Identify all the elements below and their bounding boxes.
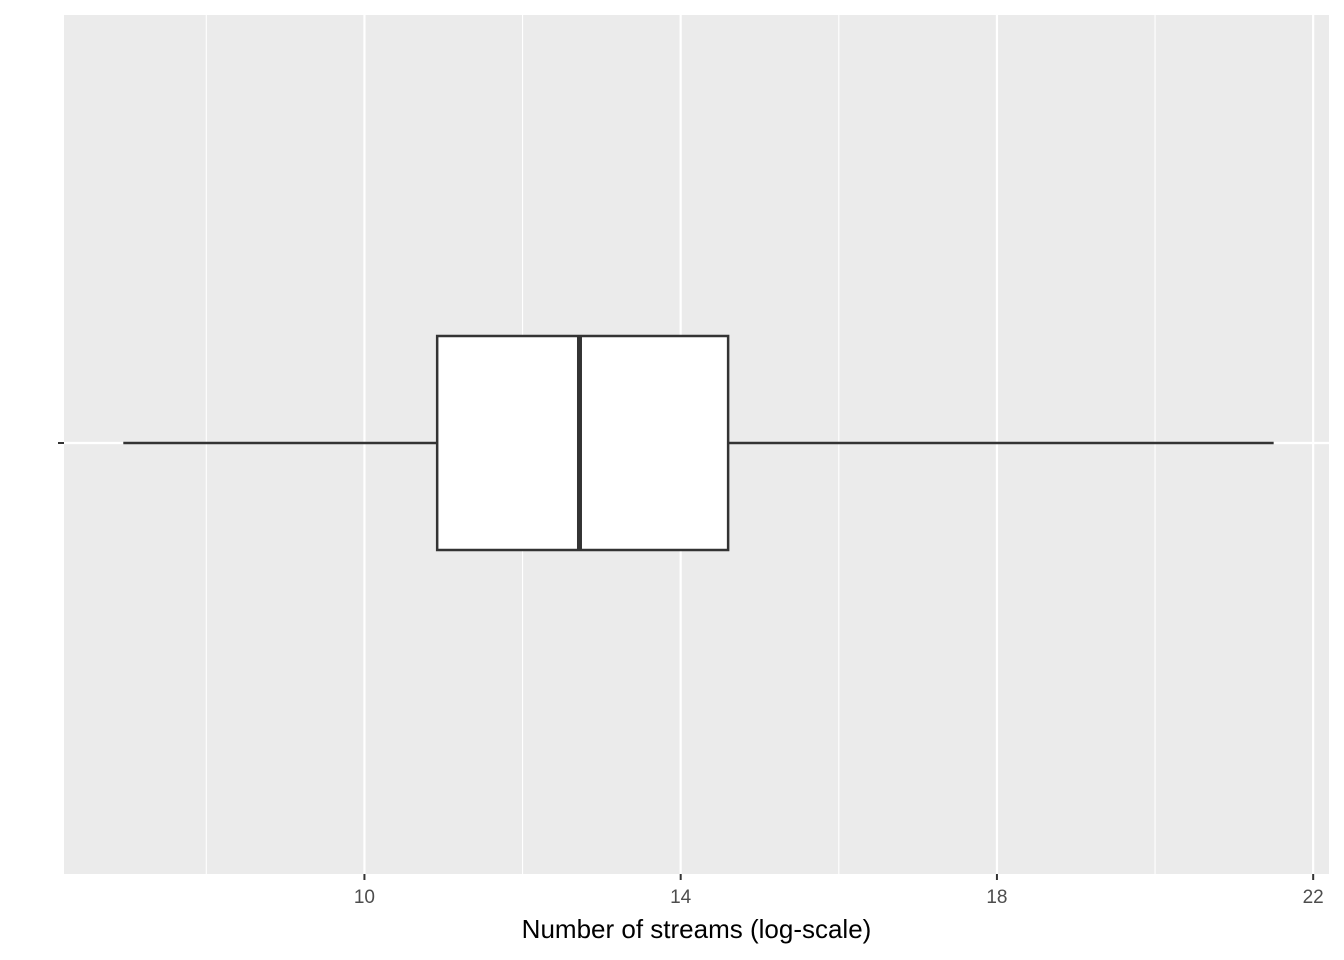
x-tick-label: 18 xyxy=(986,887,1007,908)
x-tick-label: 10 xyxy=(354,887,375,908)
x-tick-label: 14 xyxy=(670,887,692,908)
axes: 10 14 18 22 xyxy=(58,442,1324,908)
x-tick-label: 22 xyxy=(1303,887,1324,908)
box-iqr xyxy=(435,334,730,552)
boxplot xyxy=(123,334,1274,552)
x-axis-title: Number of streams (log-scale) xyxy=(522,914,872,944)
